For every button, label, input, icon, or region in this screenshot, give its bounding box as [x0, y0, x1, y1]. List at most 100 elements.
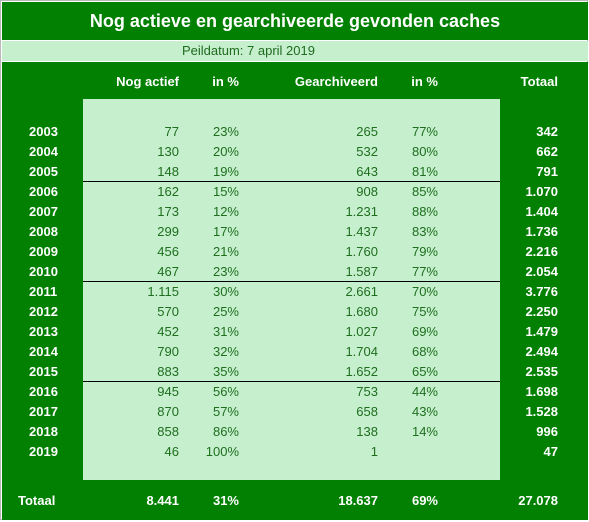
- header-pct-active: in %: [212, 74, 239, 89]
- row-archived: 2.661: [345, 284, 378, 299]
- row-total: 1.698: [525, 384, 558, 399]
- row-total: 996: [536, 424, 558, 439]
- row-active: 870: [157, 404, 179, 419]
- row-pct-archived: 75%: [411, 304, 438, 319]
- values-panel: [83, 99, 500, 480]
- row-pct-active: 31%: [212, 324, 239, 339]
- row-total: 791: [536, 164, 558, 179]
- row-active: 46: [164, 444, 179, 459]
- row-pct-archived: 83%: [411, 224, 438, 239]
- row-pct-active: 23%: [212, 264, 239, 279]
- row-archived: 1.587: [345, 264, 378, 279]
- header-pct-archived: in %: [411, 74, 438, 89]
- row-active: 452: [157, 324, 179, 339]
- row-year: 2005: [29, 164, 58, 179]
- row-year: 2008: [29, 224, 58, 239]
- row-active: 883: [157, 364, 179, 379]
- row-year: 2017: [29, 404, 58, 419]
- row-archived: 1.652: [345, 364, 378, 379]
- row-archived: 1.027: [345, 324, 378, 339]
- row-pct-archived: 81%: [411, 164, 438, 179]
- divider-line: [83, 381, 500, 382]
- row-archived: 138: [356, 424, 378, 439]
- totals-label: Totaal: [18, 493, 56, 508]
- divider-line: [83, 181, 500, 182]
- row-active: 130: [157, 144, 179, 159]
- row-archived: 643: [356, 164, 378, 179]
- row-year: 2009: [29, 244, 58, 259]
- row-total: 1.479: [525, 324, 558, 339]
- row-year: 2019: [29, 444, 58, 459]
- row-archived: 908: [356, 184, 378, 199]
- row-total: 342: [536, 124, 558, 139]
- row-year: 2011: [29, 284, 58, 299]
- row-archived: 1.704: [345, 344, 378, 359]
- row-pct-active: 23%: [212, 124, 239, 139]
- row-total: 2.054: [525, 264, 558, 279]
- row-active: 456: [157, 244, 179, 259]
- row-active: 299: [157, 224, 179, 239]
- row-total: 2.250: [525, 304, 558, 319]
- row-pct-active: 100%: [205, 444, 239, 459]
- row-active: 570: [157, 304, 179, 319]
- header-active: Nog actief: [116, 74, 179, 89]
- row-archived: 658: [356, 404, 378, 419]
- row-pct-active: 57%: [212, 404, 239, 419]
- row-archived: 265: [356, 124, 378, 139]
- header-total: Totaal: [520, 74, 558, 89]
- row-year: 2013: [29, 324, 58, 339]
- row-total: 1.528: [525, 404, 558, 419]
- row-pct-active: 21%: [212, 244, 239, 259]
- row-archived: 532: [356, 144, 378, 159]
- row-pct-archived: 85%: [411, 184, 438, 199]
- row-year: 2015: [29, 364, 58, 379]
- row-total: 1.736: [525, 224, 558, 239]
- row-total: 662: [536, 144, 558, 159]
- row-pct-active: 25%: [212, 304, 239, 319]
- row-pct-archived: 68%: [411, 344, 438, 359]
- row-archived: 1.231: [345, 204, 378, 219]
- row-pct-active: 56%: [212, 384, 239, 399]
- row-pct-active: 35%: [212, 364, 239, 379]
- row-active: 858: [157, 424, 179, 439]
- row-pct-archived: 80%: [411, 144, 438, 159]
- row-pct-active: 86%: [212, 424, 239, 439]
- row-active: 162: [157, 184, 179, 199]
- row-pct-archived: 44%: [411, 384, 438, 399]
- row-total: 1.404: [525, 204, 558, 219]
- row-archived: 1.437: [345, 224, 378, 239]
- row-active: 148: [157, 164, 179, 179]
- row-pct-archived: 14%: [411, 424, 438, 439]
- row-total: 2.535: [525, 364, 558, 379]
- row-year: 2016: [29, 384, 58, 399]
- row-active: 945: [157, 384, 179, 399]
- row-year: 2007: [29, 204, 58, 219]
- reference-date: Peildatum: 7 april 2019: [182, 43, 315, 58]
- row-year: 2010: [29, 264, 58, 279]
- row-year: 2014: [29, 344, 58, 359]
- row-active: 77: [164, 124, 179, 139]
- row-pct-active: 15%: [212, 184, 239, 199]
- row-total: 2.494: [525, 344, 558, 359]
- divider-line: [83, 281, 500, 282]
- table-title: Nog actieve en gearchiveerde gevonden ca…: [2, 2, 588, 40]
- header-archived: Gearchiveerd: [294, 74, 378, 89]
- totals-total: 27.078: [518, 493, 558, 508]
- row-pct-active: 32%: [212, 344, 239, 359]
- row-pct-active: 30%: [212, 284, 239, 299]
- row-archived: 1.760: [345, 244, 378, 259]
- row-pct-archived: 77%: [411, 124, 438, 139]
- row-year: 2006: [29, 184, 58, 199]
- row-pct-active: 17%: [212, 224, 239, 239]
- row-total: 47: [543, 444, 558, 459]
- totals-active: 8.441: [146, 493, 179, 508]
- row-pct-archived: 69%: [411, 324, 438, 339]
- row-active: 173: [157, 204, 179, 219]
- row-active: 1.115: [147, 284, 179, 299]
- row-pct-active: 12%: [212, 204, 239, 219]
- row-year: 2003: [29, 124, 58, 139]
- row-pct-archived: 79%: [411, 244, 438, 259]
- row-active: 467: [157, 264, 179, 279]
- row-archived: 1.680: [345, 304, 378, 319]
